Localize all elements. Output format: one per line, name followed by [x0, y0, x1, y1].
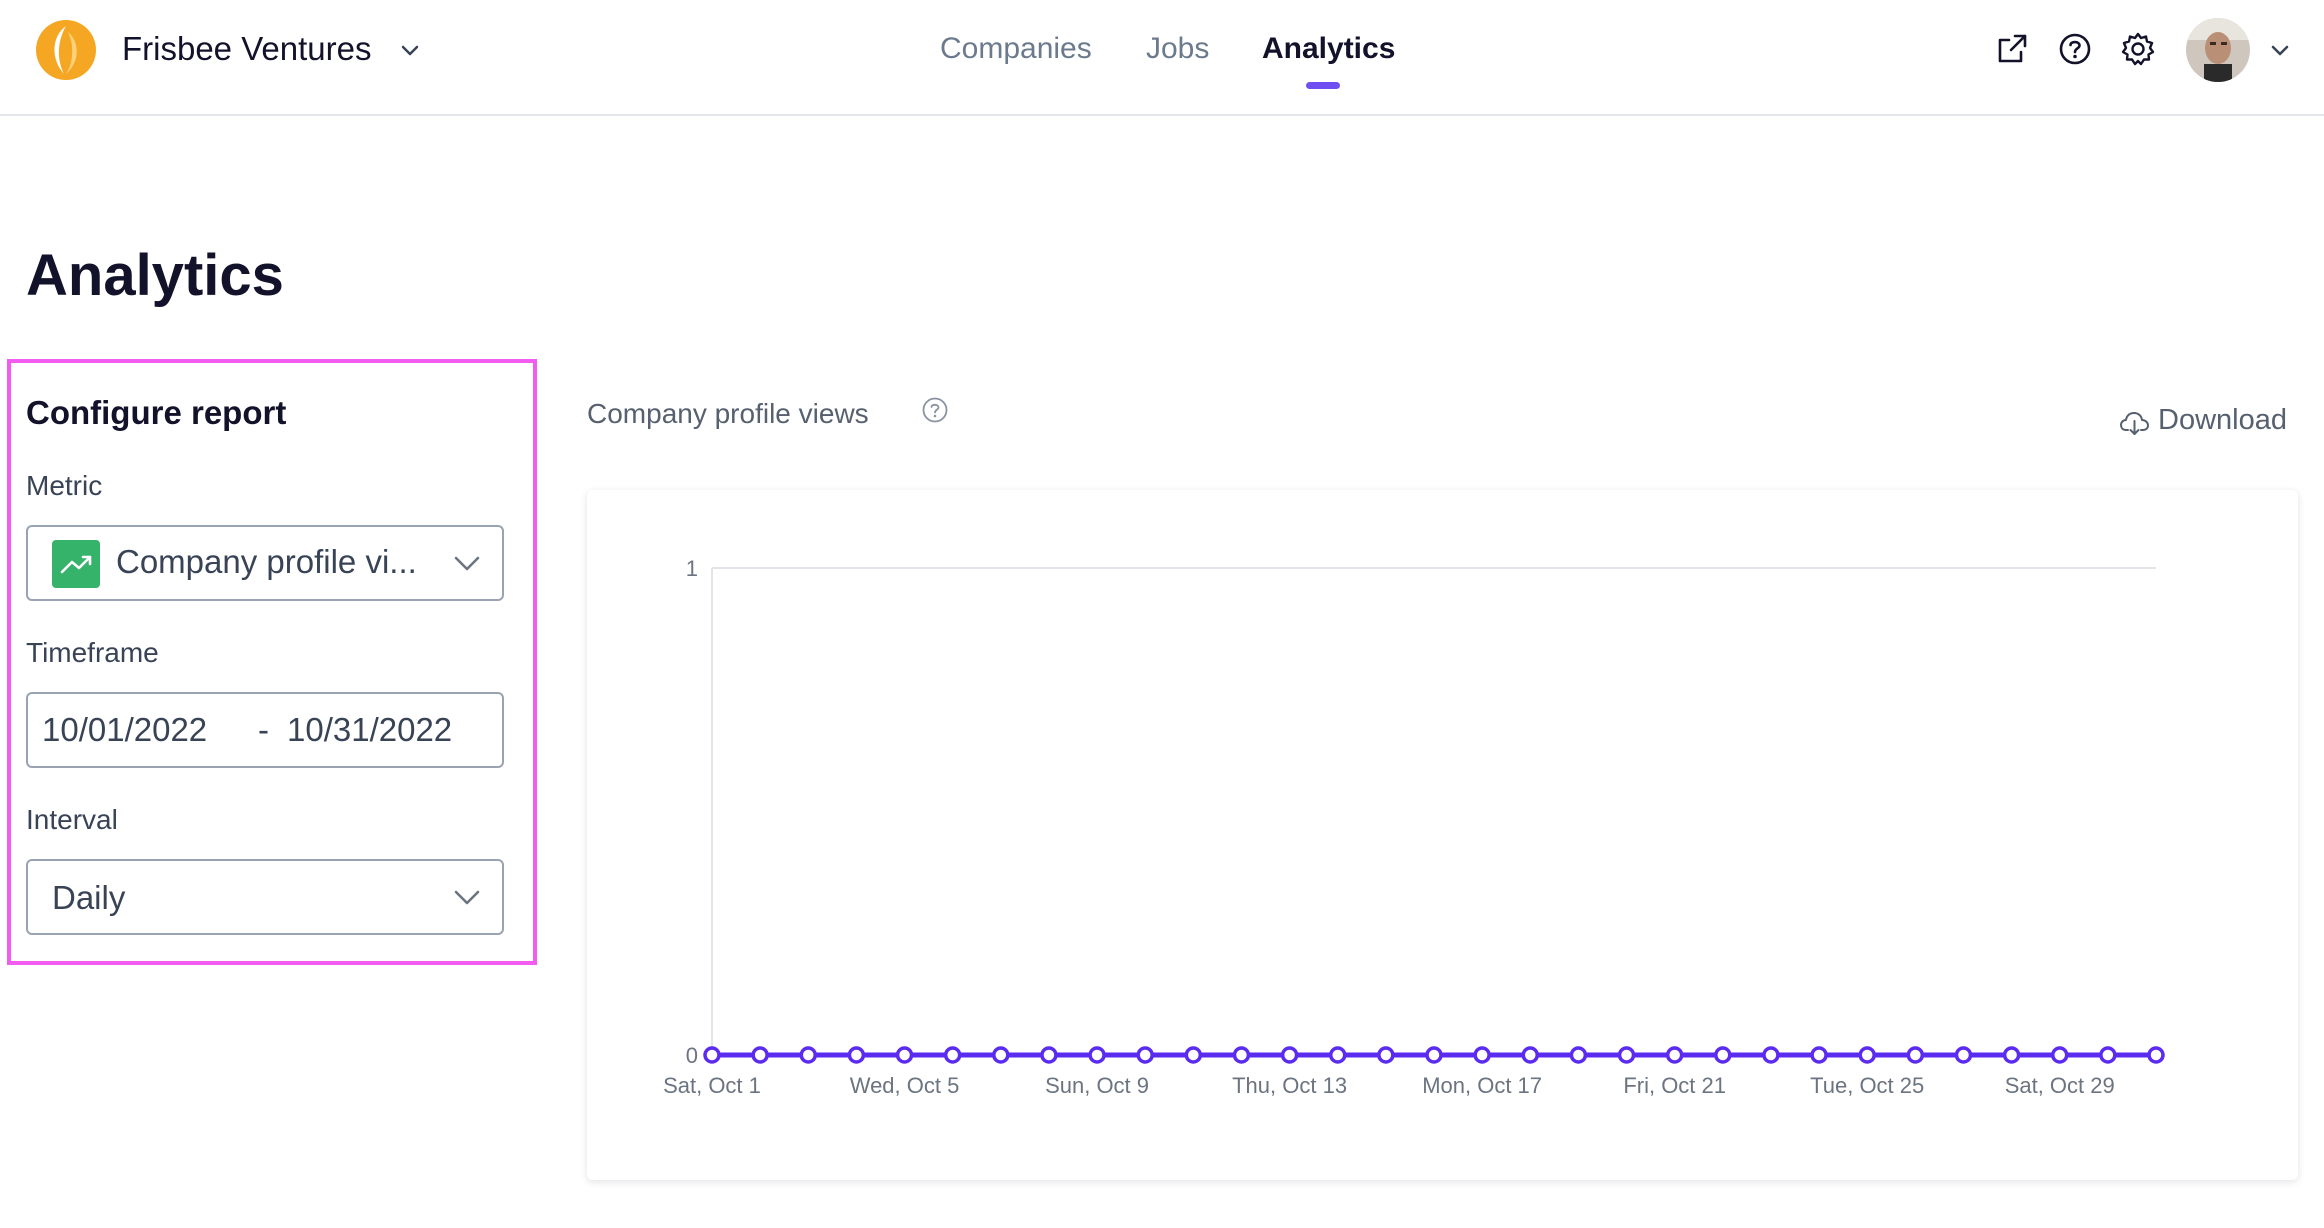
data-point — [1906, 1046, 1925, 1064]
nav-jobs[interactable]: Jobs — [1146, 32, 1210, 65]
data-point — [2099, 1046, 2117, 1064]
organization-name[interactable]: Frisbee Ventures — [122, 30, 372, 67]
data-point — [799, 1046, 818, 1064]
y-tick-label: 0 — [686, 1043, 698, 1068]
user-avatar[interactable] — [2186, 18, 2250, 82]
data-point — [2147, 1046, 2165, 1064]
interval-select[interactable] — [26, 859, 504, 935]
download-button[interactable]: Download — [2158, 404, 2287, 436]
data-point — [1762, 1046, 1780, 1064]
metric-select-value: Company profile vi... — [116, 543, 417, 580]
data-point — [1040, 1046, 1058, 1064]
x-tick-label: Wed, Oct 5 — [850, 1073, 960, 1098]
top-navigation-bar: Frisbee Ventures Companies Jobs Analytic… — [0, 0, 2324, 116]
chart-title: Company profile views — [587, 398, 869, 429]
data-point — [1232, 1046, 1251, 1064]
data-point — [2002, 1046, 2021, 1064]
data-point — [1136, 1046, 1154, 1064]
active-tab-indicator — [1306, 82, 1340, 89]
nav-analytics[interactable]: Analytics — [1262, 32, 1396, 65]
chevron-down-icon[interactable] — [2268, 38, 2292, 62]
cloud-download-icon[interactable] — [2118, 406, 2152, 440]
end-date-input[interactable]: 10/31/2022 — [287, 711, 453, 748]
data-point — [1569, 1046, 1588, 1064]
configure-report-title: Configure report — [26, 394, 287, 431]
chevron-down-icon — [454, 556, 480, 571]
data-point — [1328, 1046, 1347, 1064]
y-tick-label: 1 — [686, 556, 698, 581]
x-tick-label: Sat, Oct 1 — [663, 1073, 761, 1098]
external-link-icon[interactable] — [1993, 30, 2031, 68]
data-point — [751, 1046, 769, 1064]
metric-label: Metric — [26, 470, 103, 501]
metric-select[interactable] — [26, 525, 504, 601]
data-point — [1473, 1046, 1491, 1064]
page-title: Analytics — [26, 243, 284, 308]
nav-companies[interactable]: Companies — [940, 32, 1092, 65]
data-point — [1521, 1046, 1540, 1064]
x-tick-label: Sun, Oct 9 — [1045, 1073, 1149, 1098]
date-range-separator: - — [258, 711, 269, 748]
data-point — [992, 1046, 1010, 1064]
data-point — [1810, 1046, 1828, 1064]
interval-select-value: Daily — [52, 879, 126, 916]
data-point — [1954, 1046, 1973, 1064]
data-point — [943, 1046, 962, 1064]
line-chart: 0 1 Sat, Oct 1 Wed, Oct 5 Sun, Oct 9 Thu, Oct… — [663, 556, 2165, 1098]
timeframe-range — [26, 692, 504, 768]
x-tick-label: Sat, Oct 29 — [2005, 1073, 2115, 1098]
chevron-down-icon — [454, 890, 480, 905]
trending-up-icon — [52, 540, 100, 588]
data-point — [1665, 1046, 1684, 1064]
interval-label: Interval — [26, 804, 118, 835]
chart-card — [587, 490, 2298, 1180]
x-tick-label: Thu, Oct 13 — [1232, 1073, 1347, 1098]
data-point — [703, 1046, 721, 1064]
configure-report-panel — [7, 359, 537, 965]
data-point — [1425, 1046, 1443, 1064]
timeframe-label: Timeframe — [26, 637, 159, 668]
data-point — [847, 1046, 866, 1064]
help-icon[interactable] — [2056, 30, 2094, 68]
help-icon[interactable] — [921, 396, 949, 424]
data-point — [1617, 1046, 1636, 1064]
data-point — [1088, 1046, 1106, 1064]
chevron-down-icon[interactable] — [398, 38, 422, 62]
x-tick-label: Mon, Oct 17 — [1422, 1073, 1542, 1098]
x-tick-label: Tue, Oct 25 — [1810, 1073, 1924, 1098]
start-date-input[interactable]: 10/01/2022 — [42, 711, 208, 748]
data-point — [1184, 1046, 1203, 1064]
settings-icon[interactable] — [2119, 30, 2157, 68]
frisbee-logo-icon[interactable] — [34, 18, 98, 82]
data-point — [1280, 1046, 1299, 1064]
data-point — [2050, 1046, 2069, 1064]
data-point — [1714, 1046, 1732, 1064]
data-point — [895, 1046, 914, 1064]
data-point — [1377, 1046, 1395, 1064]
x-tick-label: Fri, Oct 21 — [1623, 1073, 1726, 1098]
data-point — [1858, 1046, 1876, 1064]
